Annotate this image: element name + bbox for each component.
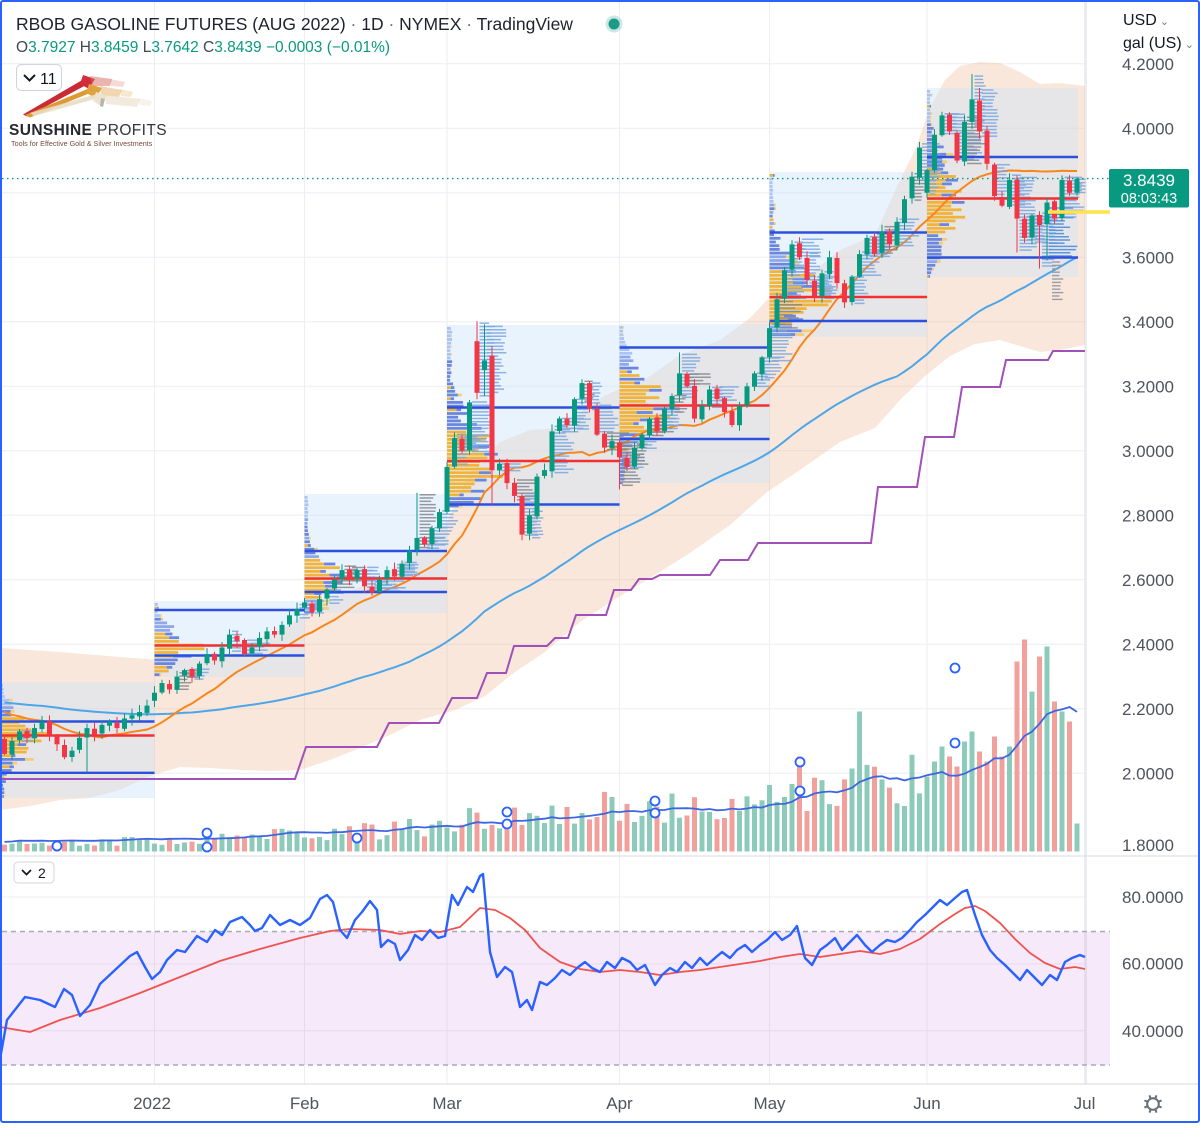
svg-text:May: May [753, 1094, 786, 1113]
svg-text:08:03:43: 08:03:43 [1121, 191, 1177, 207]
svg-text:4.0000: 4.0000 [1122, 119, 1174, 138]
svg-text:80.0000: 80.0000 [1122, 888, 1183, 907]
svg-text:3.2000: 3.2000 [1122, 377, 1174, 396]
svg-text:2.0000: 2.0000 [1122, 764, 1174, 783]
svg-text:Mar: Mar [432, 1094, 462, 1113]
svg-text:1.8000: 1.8000 [1122, 836, 1174, 855]
svg-text:2.4000: 2.4000 [1122, 635, 1174, 654]
svg-text:gal (US) ⌄: gal (US) ⌄ [1123, 35, 1194, 52]
svg-text:SUNSHINE PROFITS: SUNSHINE PROFITS [9, 122, 167, 139]
svg-text:2.8000: 2.8000 [1122, 506, 1174, 525]
svg-text:RBOB GASOLINE FUTURES (AUG 202: RBOB GASOLINE FUTURES (AUG 2022) · 1D · … [16, 14, 573, 34]
svg-text:2.2000: 2.2000 [1122, 700, 1174, 719]
svg-text:2: 2 [38, 865, 46, 881]
svg-text:3.8439: 3.8439 [1123, 171, 1175, 190]
svg-text:4.2000: 4.2000 [1122, 55, 1174, 74]
svg-text:O3.7927 H3.8459 L3.7642 C3.843: O3.7927 H3.8459 L3.7642 C3.8439 −0.0003 … [16, 39, 390, 56]
svg-text:Apr: Apr [606, 1094, 633, 1113]
svg-text:USD ⌄: USD ⌄ [1123, 12, 1169, 29]
svg-text:11: 11 [40, 71, 57, 88]
svg-text:Feb: Feb [290, 1094, 319, 1113]
svg-text:40.0000: 40.0000 [1122, 1022, 1183, 1041]
svg-text:2.6000: 2.6000 [1122, 571, 1174, 590]
svg-text:Jul: Jul [1074, 1094, 1096, 1113]
svg-text:3.6000: 3.6000 [1122, 248, 1174, 267]
svg-text:3.0000: 3.0000 [1122, 442, 1174, 461]
svg-text:Jun: Jun [913, 1094, 940, 1113]
svg-text:3.4000: 3.4000 [1122, 313, 1174, 332]
svg-text:60.0000: 60.0000 [1122, 955, 1183, 974]
svg-text:2022: 2022 [133, 1094, 171, 1113]
svg-text:Tools for Effective Gold & Sil: Tools for Effective Gold & Silver Invest… [11, 139, 153, 148]
